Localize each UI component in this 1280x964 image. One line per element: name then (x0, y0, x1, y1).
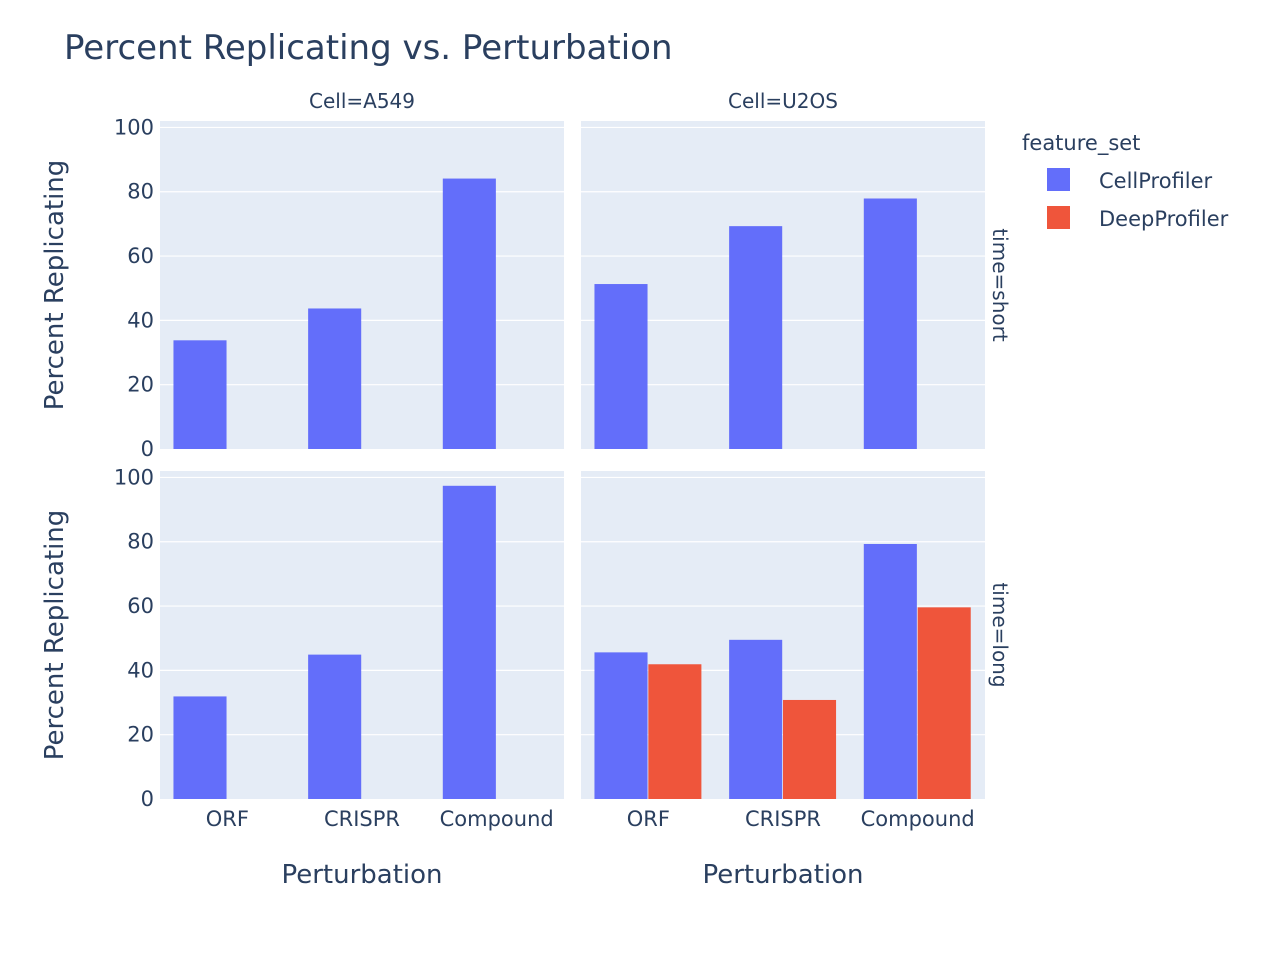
facet-row-label: time=short (988, 228, 1012, 341)
bar-cellprofiler-crispr (729, 226, 783, 449)
y-tick-label: 20 (127, 723, 154, 747)
y-tick-label: 100 (114, 465, 154, 489)
bar-cellprofiler-orf (594, 652, 648, 799)
y-tick-label: 40 (127, 308, 154, 332)
bar-deepprofiler-orf (648, 664, 702, 799)
x-tick-label: CRISPR (745, 807, 821, 831)
y-tick-label: 0 (141, 437, 154, 461)
bar-cellprofiler-crispr (729, 639, 783, 799)
legend-label-deepprofiler: DeepProfiler (1099, 207, 1229, 231)
y-tick-label: 60 (127, 594, 154, 618)
y-tick-label: 80 (127, 180, 154, 204)
y-axis-title: Percent Replicating (40, 510, 70, 761)
y-tick-label: 100 (114, 115, 154, 139)
bar-cellprofiler-crispr (308, 654, 362, 799)
y-tick-label: 60 (127, 244, 154, 268)
x-tick-label: ORF (206, 807, 249, 831)
bar-deepprofiler-crispr (783, 699, 837, 799)
x-tick-label: Compound (861, 807, 975, 831)
legend-swatch-deepprofiler (1047, 206, 1070, 229)
legend-swatch-cellprofiler (1047, 168, 1070, 191)
bar-cellprofiler-compound (863, 198, 917, 449)
facet-column-label: Cell=U2OS (728, 89, 838, 113)
x-tick-label: Compound (440, 807, 554, 831)
bar-cellprofiler-compound (442, 178, 496, 449)
x-axis-title: Perturbation (281, 860, 442, 890)
x-tick-label: ORF (627, 807, 670, 831)
bar-cellprofiler-compound (442, 485, 496, 799)
bar-cellprofiler-orf (594, 284, 648, 449)
panel-background (160, 121, 564, 449)
x-axis-title: Perturbation (702, 860, 863, 890)
y-tick-label: 0 (141, 787, 154, 811)
legend-title: feature_set (1022, 131, 1140, 156)
y-axis-title: Percent Replicating (40, 160, 70, 411)
facet-row-label: time=long (988, 582, 1012, 687)
panel-background (160, 471, 564, 799)
bar-cellprofiler-compound (863, 543, 917, 799)
bar-cellprofiler-orf (173, 696, 227, 799)
bar-cellprofiler-orf (173, 340, 227, 449)
bar-cellprofiler-crispr (308, 308, 362, 449)
y-tick-label: 40 (127, 658, 154, 682)
y-tick-label: 20 (127, 373, 154, 397)
panel-background (581, 121, 985, 449)
facet-column-label: Cell=A549 (309, 89, 415, 113)
y-tick-label: 80 (127, 530, 154, 554)
legend-label-cellprofiler: CellProfiler (1099, 169, 1213, 193)
chart-title: Percent Replicating vs. Perturbation (64, 28, 673, 68)
x-tick-label: CRISPR (324, 807, 400, 831)
bar-deepprofiler-compound (917, 607, 971, 799)
